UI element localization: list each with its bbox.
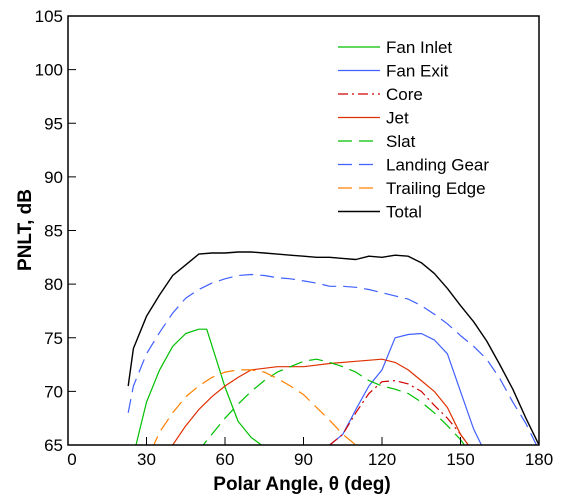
x-tick-label: 60 — [216, 450, 235, 469]
y-tick-label: 90 — [44, 168, 63, 187]
x-tick-label: 90 — [294, 450, 313, 469]
legend-label-trailing-edge: Trailing Edge — [386, 179, 486, 198]
legend-label-landing-gear: Landing Gear — [386, 156, 489, 175]
legend: Fan Inlet Fan Exit Core Jet Slat Landing Gear… — [338, 38, 489, 222]
x-tick-label: 30 — [137, 450, 156, 469]
y-tick-label: 65 — [44, 436, 63, 455]
y-tick-label: 70 — [44, 382, 63, 401]
legend-label-jet: Jet — [386, 109, 409, 128]
plot-frame — [67, 15, 540, 446]
y-tick-label: 75 — [44, 329, 63, 348]
x-tick-label: 0 — [67, 450, 76, 469]
series-line-trailing-edge — [153, 369, 357, 445]
x-tick-label: 180 — [525, 450, 553, 469]
series-line-fan-exit — [329, 332, 483, 445]
y-tick-label: 100 — [35, 61, 63, 80]
x-tick-label: 120 — [368, 450, 396, 469]
series-line-landing-gear — [127, 273, 537, 445]
legend-label-fan-inlet: Fan Inlet — [386, 38, 452, 57]
series-line-total — [127, 251, 539, 445]
legend-label-slat: Slat — [386, 132, 416, 151]
y-tick-label: 105 — [35, 7, 63, 26]
series-line-core — [329, 380, 469, 445]
y-tick-label: 80 — [44, 275, 63, 294]
series-line-fan-inlet — [135, 328, 263, 445]
legend-label-fan-exit: Fan Exit — [386, 62, 449, 81]
x-axis-label: Polar Angle, θ (deg) — [213, 474, 390, 495]
series-line-jet — [172, 358, 469, 445]
tick-layer: 0 30 60 90 120 150 180 65 70 75 80 85 90 95 100 105 — [35, 7, 554, 469]
legend-label-core: Core — [386, 85, 423, 104]
y-tick-label: 95 — [44, 114, 63, 133]
x-tick-label: 150 — [446, 450, 474, 469]
legend-label-total: Total — [386, 203, 422, 222]
y-axis-label: PNLT, dB — [15, 189, 36, 271]
series-layer — [127, 251, 539, 445]
y-tick-label: 85 — [44, 222, 63, 241]
